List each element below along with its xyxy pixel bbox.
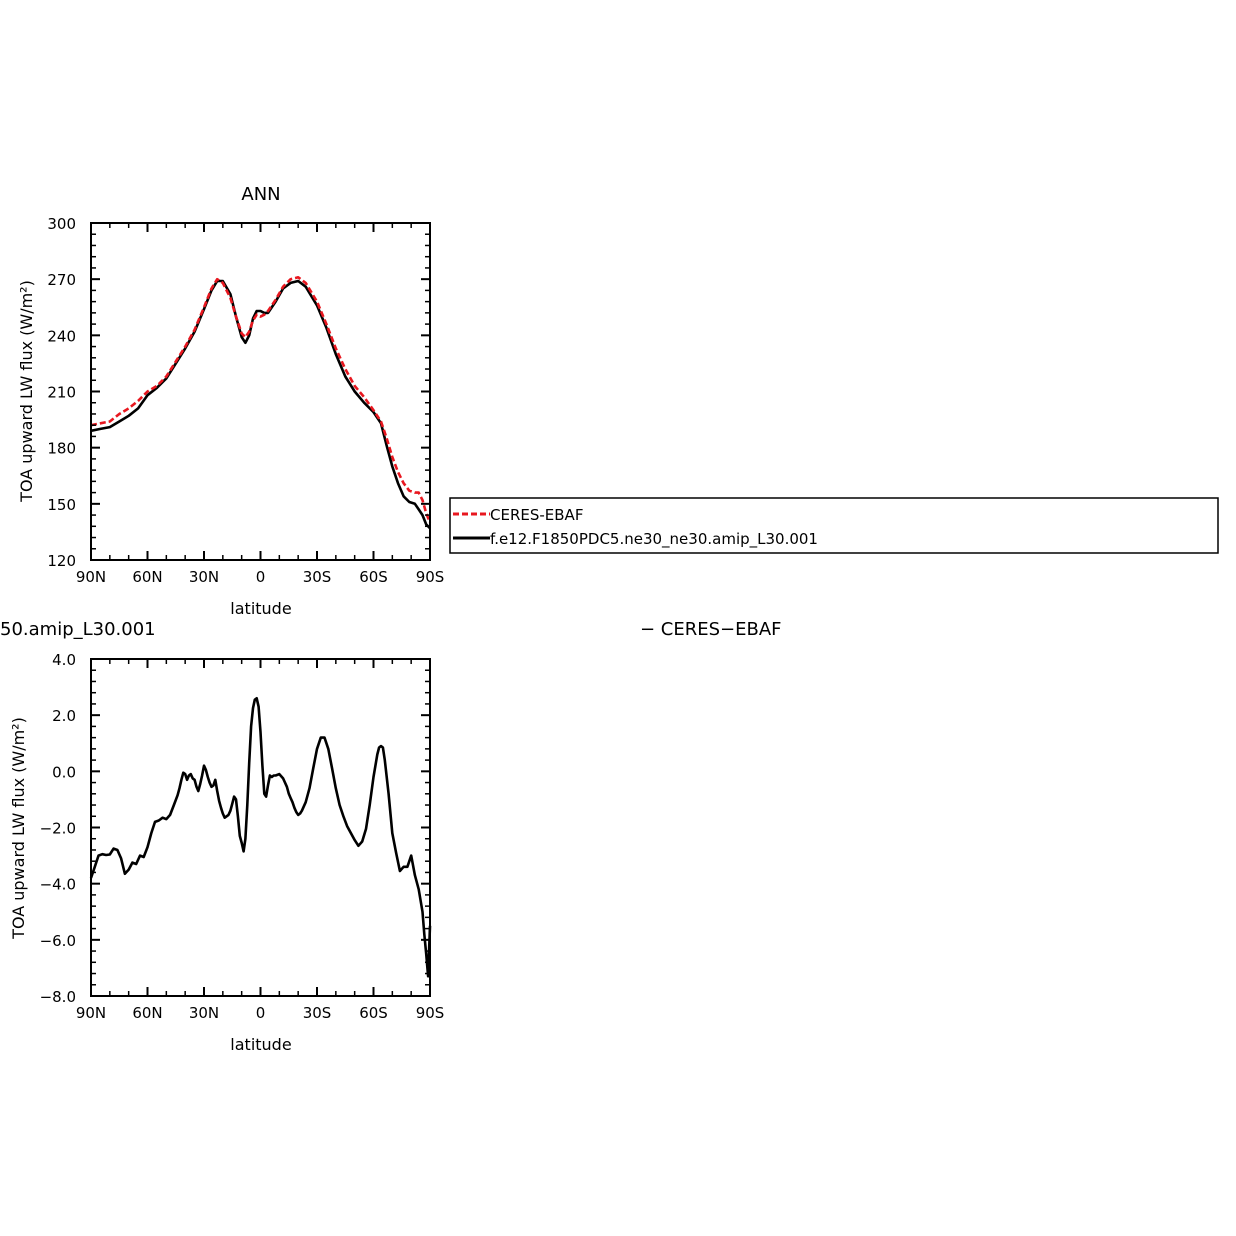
y-tick-label: 120 (47, 552, 76, 570)
x-tick-label: 90N (76, 568, 106, 586)
y-tick-label: 4.0 (52, 651, 76, 669)
y-tick-label: 270 (47, 271, 76, 289)
y-tick-label: −4.0 (40, 876, 76, 894)
legend-box (449, 497, 1219, 554)
y-tick-label: 300 (47, 215, 76, 233)
x-axis-label: latitude (230, 599, 291, 618)
diff-title-right: − CERES−EBAF (640, 619, 782, 640)
bottom-panel: 50.amip_L30.001 − CERES−EBAF latitude TO… (0, 619, 782, 1054)
y-tick-label: 240 (47, 327, 76, 345)
plot-frame (90, 222, 431, 561)
y-tick-label: 2.0 (52, 707, 76, 725)
series-line-1 (90, 279, 431, 530)
x-tick-label: 30N (189, 1004, 219, 1022)
legend-label-model: f.e12.F1850PDC5.ne30_ne30.amip_L30.001 (490, 530, 818, 549)
x-tick-label: 30S (303, 1004, 332, 1022)
y-tick-label: −8.0 (40, 988, 76, 1006)
legend: CERES-EBAF f.e12.F1850PDC5.ne30_ne30.ami… (449, 497, 1219, 554)
chart-title: ANN (241, 184, 280, 205)
series-layer (89, 697, 432, 978)
x-tick-label: 60N (132, 1004, 162, 1022)
x-tick-label: 30S (303, 568, 332, 586)
top-panel: ANN latitude TOA upward LW flux (W/m²) 9… (17, 184, 444, 618)
x-tick-label: 0 (256, 1004, 266, 1022)
y-tick-label: −6.0 (40, 932, 76, 950)
y-axis-label: TOA upward LW flux (W/m²) (9, 717, 28, 940)
y-tick-label: −2.0 (40, 820, 76, 838)
plot-frame (90, 658, 431, 997)
series-layer (90, 276, 432, 530)
tick-layer: 90N 60N 30N 0 30S 60S 90S −8.0 −6.0 −4.0 −2.0 0.0 2.… (40, 651, 445, 1022)
series-line-0 (90, 276, 432, 524)
y-tick-label: 0.0 (52, 763, 76, 781)
y-tick-label: 180 (47, 440, 76, 458)
x-tick-label: 90N (76, 1004, 106, 1022)
diff-title-left: 50.amip_L30.001 (0, 619, 156, 640)
x-axis-label: latitude (230, 1035, 291, 1054)
x-tick-label: 90S (416, 568, 445, 586)
y-axis-label: TOA upward LW flux (W/m²) (17, 280, 36, 503)
x-tick-label: 90S (416, 1004, 445, 1022)
x-tick-label: 60S (359, 1004, 388, 1022)
x-tick-label: 0 (256, 568, 266, 586)
y-tick-label: 150 (47, 496, 76, 514)
y-tick-label: 210 (47, 384, 76, 402)
x-tick-label: 30N (189, 568, 219, 586)
series-line-0 (89, 697, 432, 978)
x-tick-label: 60N (132, 568, 162, 586)
tick-layer: 90N 60N 30N 0 30S 60S 90S 120 150 180 210 240 270 300 (47, 215, 444, 586)
x-tick-label: 60S (359, 568, 388, 586)
legend-label-ceres: CERES-EBAF (490, 506, 583, 524)
